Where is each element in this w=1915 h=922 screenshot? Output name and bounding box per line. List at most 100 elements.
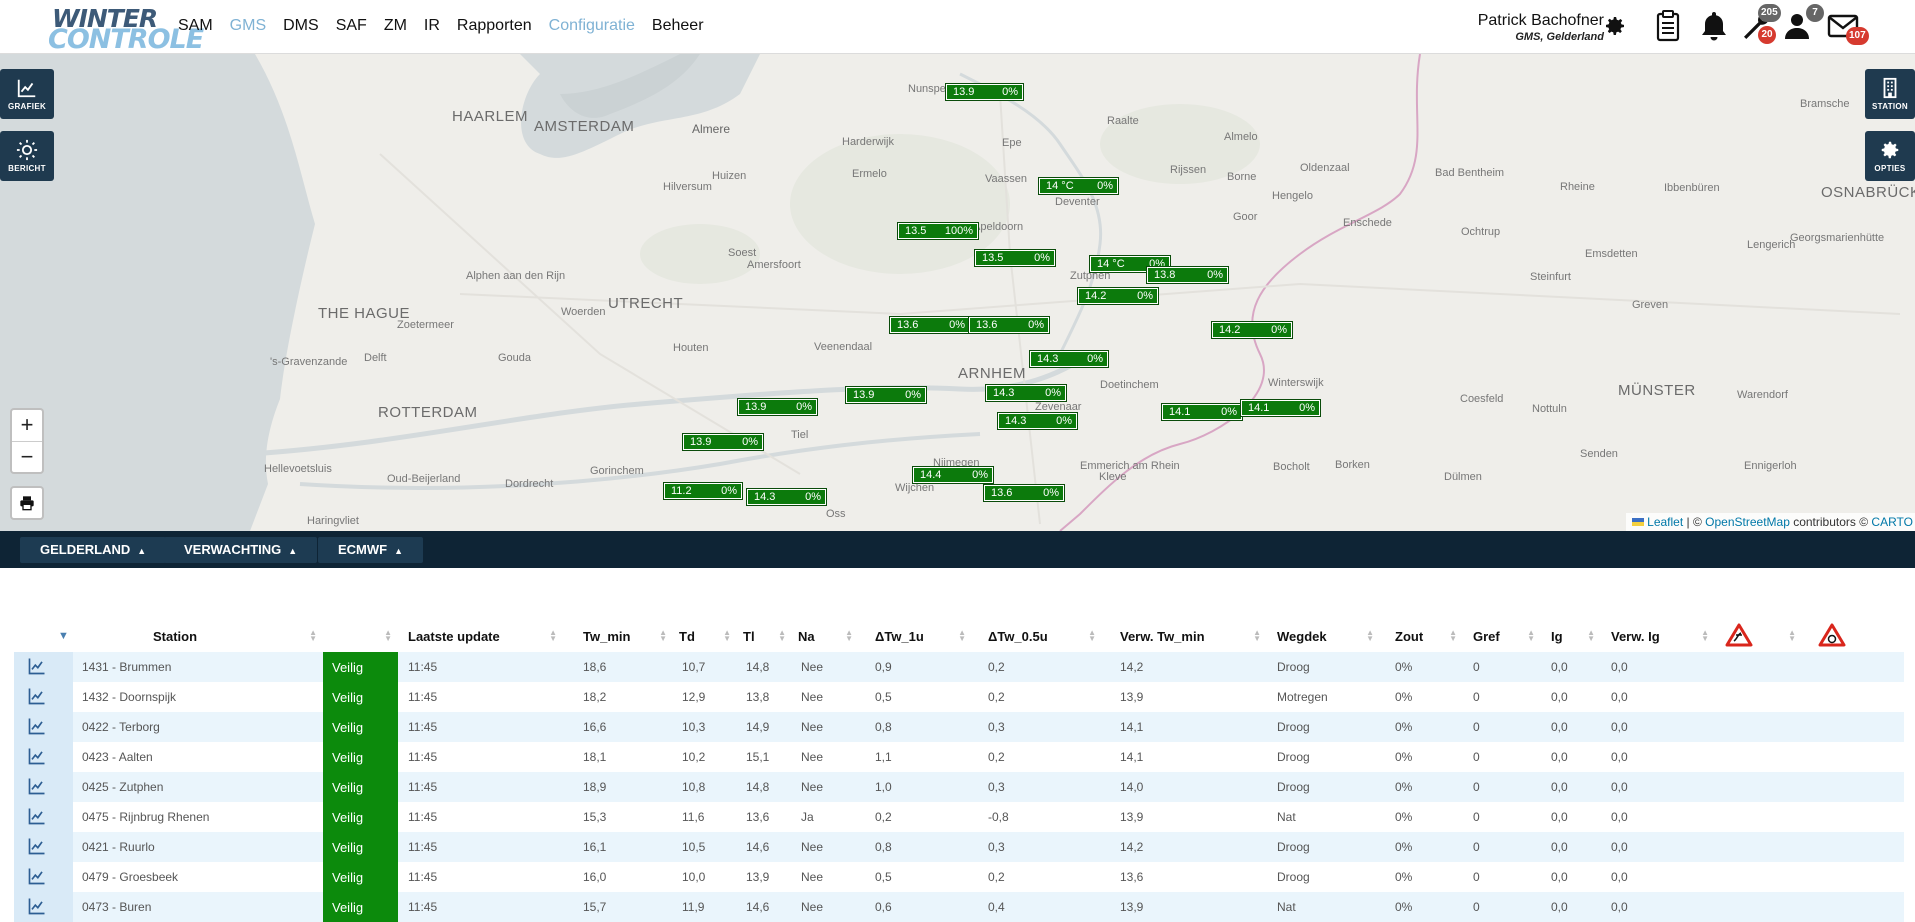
row-chart-button[interactable] bbox=[14, 742, 73, 772]
col-tw-min[interactable]: Tw_min ▲ ▼ bbox=[583, 628, 667, 644]
col-zout[interactable]: Zout ▲ ▼ bbox=[1395, 628, 1457, 644]
table-row[interactable]: 1432 - Doornspijk Veilig 11:45 18,2 12,9 13,8… bbox=[14, 682, 1904, 712]
nav-item-zm[interactable]: ZM bbox=[383, 17, 407, 34]
nav-item-beheer[interactable]: Beheer bbox=[651, 17, 704, 34]
col-tl[interactable]: Tl ▲ ▼ bbox=[743, 628, 786, 644]
map-station-label[interactable]: 13.5 100% bbox=[897, 222, 979, 240]
place-warendorf: Warendorf bbox=[1737, 389, 1788, 401]
map-station-label[interactable]: 14.4 0% bbox=[912, 466, 994, 484]
col-na[interactable]: Na ▲ ▼ bbox=[798, 628, 853, 644]
row-chart-button[interactable] bbox=[14, 892, 73, 922]
col-verw-tw-min[interactable]: Verw. Tw_min ▲ ▼ bbox=[1120, 628, 1261, 644]
station-name[interactable]: 1432 - Doornspijk bbox=[73, 682, 323, 712]
settings-gear-icon[interactable] bbox=[1603, 14, 1627, 38]
table-row[interactable]: 0479 - Groesbeek Veilig 11:45 16,0 10,0 13,9 N… bbox=[14, 862, 1904, 892]
table-row[interactable]: 0421 - Ruurlo Veilig 11:45 16,1 10,5 14,6 Nee 0… bbox=[14, 832, 1904, 862]
leaflet-link[interactable]: Leaflet bbox=[1647, 515, 1684, 529]
opties-button[interactable]: OPTIES bbox=[1865, 131, 1915, 181]
col-gref[interactable]: Gref ▲ ▼ bbox=[1473, 628, 1535, 644]
table-row[interactable]: 0425 - Zutphen Veilig 11:45 18,9 10,8 14,8 Nee… bbox=[14, 772, 1904, 802]
station-name[interactable]: 0425 - Zutphen bbox=[73, 772, 323, 802]
winter-controle-logo[interactable]: WINTER CONTROLE bbox=[48, 4, 204, 55]
table-row[interactable]: 0422 - Terborg Veilig 11:45 16,6 10,3 14,9 Nee… bbox=[14, 712, 1904, 742]
col-td[interactable]: Td ▲ ▼ bbox=[679, 628, 731, 644]
map-station-label[interactable]: 11.2 0% bbox=[663, 482, 743, 500]
grafiek-button[interactable]: GRAFIEK bbox=[0, 69, 54, 119]
map-station-label[interactable]: 14.3 0% bbox=[997, 412, 1078, 430]
station-name[interactable]: 0473 - Buren bbox=[73, 892, 323, 922]
station-name[interactable]: 0423 - Aalten bbox=[73, 742, 323, 772]
cell-tw-min: 18,9 bbox=[563, 772, 673, 802]
station-name[interactable]: 1431 - Brummen bbox=[73, 652, 323, 682]
map-station-label[interactable]: 13.9 0% bbox=[737, 398, 818, 416]
station-button[interactable]: STATION bbox=[1865, 69, 1915, 119]
map-station-label[interactable]: 13.6 0% bbox=[968, 316, 1050, 334]
nav-item-dms[interactable]: DMS bbox=[283, 17, 319, 34]
col-wegdek[interactable]: Wegdek ▲ ▼ bbox=[1277, 628, 1374, 644]
station-name[interactable]: 0479 - Groesbeek bbox=[73, 862, 323, 892]
carto-link[interactable]: CARTO bbox=[1871, 515, 1913, 529]
row-chart-button[interactable] bbox=[14, 712, 73, 742]
nav-item-gms[interactable]: GMS bbox=[229, 17, 267, 34]
table-row[interactable]: 0423 - Aalten Veilig 11:45 18,1 10,2 15,1 Nee 1… bbox=[14, 742, 1904, 772]
table-row[interactable]: 1431 - Brummen Veilig 11:45 18,6 10,7 14,8 Nee… bbox=[14, 652, 1904, 682]
table-row[interactable]: 0475 - Rijnbrug Rhenen Veilig 11:45 15,3 11,… bbox=[14, 802, 1904, 832]
map-station-label[interactable]: 14.1 0% bbox=[1240, 399, 1321, 417]
place-emmerich: Emmerich am Rhein bbox=[1080, 460, 1180, 472]
map-station-label[interactable]: 14.3 0% bbox=[746, 488, 827, 506]
map-station-label[interactable]: 14.2 0% bbox=[1211, 321, 1293, 339]
station-name[interactable]: 0422 - Terborg bbox=[73, 712, 323, 742]
row-chart-button[interactable] bbox=[14, 862, 73, 892]
map-station-label[interactable]: 13.5 0% bbox=[974, 249, 1056, 267]
col-delta-tw-1u[interactable]: ΔTw_1u ▲ ▼ bbox=[875, 628, 966, 644]
nav-item-sam[interactable]: SAM bbox=[178, 17, 213, 34]
col-expand[interactable]: ▼ bbox=[58, 630, 69, 642]
model-dropdown[interactable]: ECMWF ▲ bbox=[318, 537, 424, 563]
map-station-label[interactable]: 13.8 0% bbox=[1146, 266, 1229, 284]
row-chart-button[interactable] bbox=[14, 772, 73, 802]
map-station-label[interactable]: 14.3 0% bbox=[1029, 350, 1109, 368]
station-name[interactable]: 0421 - Ruurlo bbox=[73, 832, 323, 862]
col-ig[interactable]: Ig ▲ ▼ bbox=[1551, 628, 1595, 644]
col-status[interactable]: ▲ ▼ bbox=[323, 620, 398, 652]
map-station-label[interactable]: 13.6 0% bbox=[889, 316, 971, 334]
table-row[interactable]: 0473 - Buren Veilig 11:45 15,7 11,9 14,6 Nee 0,… bbox=[14, 892, 1904, 922]
mode-dropdown[interactable]: VERWACHTING ▲ bbox=[164, 537, 318, 563]
nav-item-configuratie[interactable]: Configuratie bbox=[548, 17, 635, 34]
print-button[interactable] bbox=[10, 486, 44, 520]
map-station-label[interactable]: 14.3 0% bbox=[985, 384, 1067, 402]
col-station[interactable]: Station ▲ ▼ bbox=[153, 628, 317, 644]
map-station-label[interactable]: 13.9 0% bbox=[682, 433, 764, 451]
zoom-out-button[interactable]: − bbox=[12, 441, 42, 472]
clipboard-icon[interactable] bbox=[1650, 8, 1686, 44]
col-delta-tw-05u[interactable]: ΔTw_0.5u ▲ ▼ bbox=[988, 628, 1096, 644]
map-station-label[interactable]: 14.2 0% bbox=[1077, 287, 1159, 305]
map-station-label[interactable]: 13.9 0% bbox=[845, 386, 927, 404]
zoom-in-button[interactable]: + bbox=[20, 412, 34, 437]
mail-envelope-icon[interactable]: 107 bbox=[1826, 8, 1869, 45]
map-station-label[interactable]: 14 °C 0% bbox=[1038, 177, 1119, 195]
tools-wrench-icon[interactable]: 205 20 bbox=[1738, 4, 1781, 44]
nav-item-rapporten[interactable]: Rapporten bbox=[456, 17, 532, 34]
col-verw-ig[interactable]: Verw. Ig ▲ ▼ bbox=[1611, 628, 1709, 644]
row-chart-button[interactable] bbox=[14, 652, 73, 682]
map-view[interactable]: HAARLEM AMSTERDAM UTRECHT THE HAGUE ROTT… bbox=[0, 54, 1915, 531]
row-chart-button[interactable] bbox=[14, 832, 73, 862]
station-name[interactable]: 0475 - Rijnbrug Rhenen bbox=[73, 802, 323, 832]
cell-wegdek: Droog bbox=[1267, 832, 1380, 862]
nav-item-saf[interactable]: SAF bbox=[335, 17, 367, 34]
map-station-label[interactable]: 13.6 0% bbox=[983, 484, 1065, 502]
map-station-label[interactable]: 13.9 0% bbox=[945, 83, 1024, 101]
nav-item-ir[interactable]: IR bbox=[423, 17, 440, 34]
users-icon[interactable]: 7 bbox=[1782, 4, 1824, 44]
col-warning-ice[interactable] bbox=[1802, 620, 1904, 652]
notifications-bell-icon[interactable] bbox=[1696, 8, 1732, 44]
bericht-button[interactable]: BERICHT bbox=[0, 131, 54, 181]
col-warning-slippery[interactable]: ▲ ▼ bbox=[1715, 620, 1802, 652]
row-chart-button[interactable] bbox=[14, 682, 73, 712]
col-last-update[interactable]: Laatste update ▲ ▼ bbox=[408, 628, 557, 644]
osm-link[interactable]: OpenStreetMap bbox=[1705, 515, 1790, 529]
region-dropdown[interactable]: GELDERLAND ▲ bbox=[20, 537, 167, 563]
map-station-label[interactable]: 14.1 0% bbox=[1161, 403, 1243, 421]
row-chart-button[interactable] bbox=[14, 802, 73, 832]
